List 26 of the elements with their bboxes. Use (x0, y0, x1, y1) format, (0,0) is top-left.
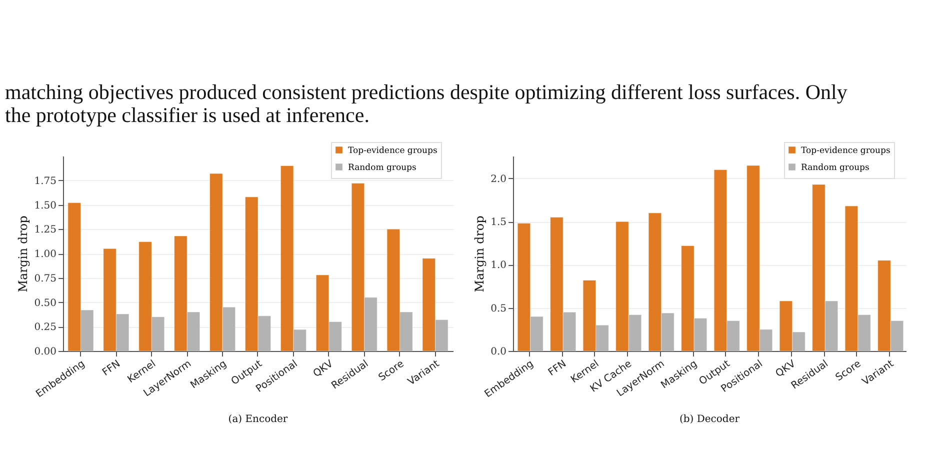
legend-label: Random groups (348, 163, 416, 173)
legend-label: Top-evidence groups (348, 146, 438, 156)
y-axis-title: Margin drop (16, 215, 30, 292)
legend-label: Random groups (801, 163, 870, 173)
y-tick-label: 0.5 (490, 303, 506, 314)
y-tick-label: 0.75 (34, 273, 56, 284)
legend-label: Top-evidence groups (801, 146, 890, 156)
y-tick-label: 1.75 (34, 176, 56, 187)
text: matching objectives produced consistent predictions despite optimizing different loss surfaces. Only (5, 80, 848, 104)
y-tick-label: 1.5 (490, 217, 506, 228)
x-tick-label: FFN (100, 358, 122, 378)
y-tick-label: 1.00 (34, 249, 56, 260)
y-axis-title: Margin drop (472, 215, 487, 292)
y-tick-label: 0.0 (490, 346, 506, 358)
y-tick-label: 1.50 (34, 200, 56, 212)
y-tick-label: 2.0 (490, 174, 506, 185)
x-tick-label: QKV (311, 358, 336, 380)
text: (a) Encoder (228, 414, 288, 425)
text: the prototype classifier is used at inference. (5, 103, 370, 127)
y-tick-label: 1.25 (34, 224, 56, 236)
y-tick-label: 0.25 (34, 322, 56, 334)
x-tick-label: FFN (546, 358, 568, 378)
y-tick-label: 0.00 (34, 346, 56, 358)
text: (b) Decoder (679, 414, 740, 425)
y-tick-label: 1.0 (490, 260, 506, 272)
y-tick-label: 0.50 (34, 298, 56, 309)
